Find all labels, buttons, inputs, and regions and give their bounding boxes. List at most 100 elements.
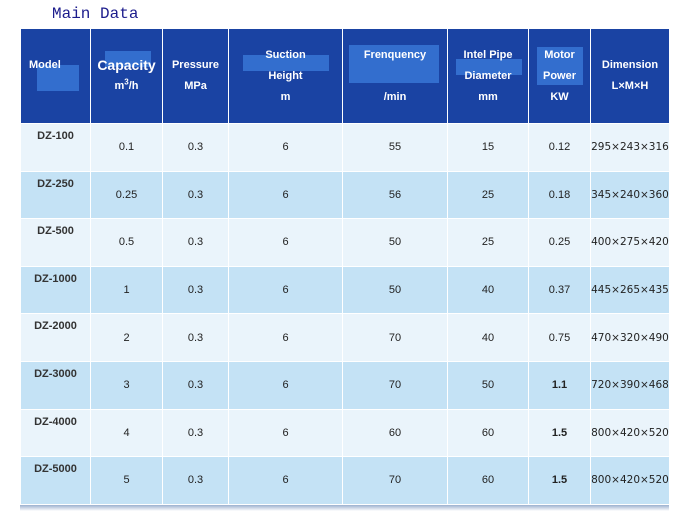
- cell-dimension: 720×390×468: [590, 360, 670, 410]
- header-pipe-unit: mm: [478, 90, 498, 103]
- cell-model: DZ-4000: [20, 408, 91, 458]
- cell-pressure: 0.3: [162, 265, 229, 315]
- cell-frequency: 60: [342, 408, 448, 458]
- header-height-label: Height: [268, 69, 303, 82]
- cell-capacity: 1: [90, 265, 163, 315]
- table-row: DZ-500 0.5 0.3 6 50 25 0.25 400×275×420: [20, 218, 670, 267]
- header-pipe-diameter: Intel Pipe Diameter mm: [447, 28, 529, 124]
- cell-suction: 6: [228, 313, 343, 362]
- cell-power: 0.37: [528, 265, 591, 315]
- cell-capacity: 3: [90, 360, 163, 410]
- cell-power: 1.5: [528, 456, 591, 505]
- cell-dimension: 800×420×520: [590, 456, 670, 505]
- table-row: DZ-250 0.25 0.3 6 56 25 0.18 345×240×360: [20, 170, 670, 220]
- cell-suction: 6: [228, 170, 343, 220]
- cell-pressure: 0.3: [162, 123, 229, 172]
- header-frequency: Frenquency /min: [342, 28, 448, 124]
- cell-power: 1.5: [528, 408, 591, 458]
- table-row: DZ-4000 4 0.3 6 60 60 1.5 800×420×520: [20, 408, 670, 458]
- header-power-label: Power: [542, 69, 576, 82]
- cell-frequency: 50: [342, 265, 448, 315]
- cell-dimension: 345×240×360: [590, 170, 670, 220]
- header-motor-power: Motor Power KW: [528, 28, 591, 124]
- cell-capacity: 0.1: [90, 123, 163, 172]
- cell-power: 0.12: [528, 123, 591, 172]
- page-title: Main Data: [52, 5, 139, 23]
- cell-model: DZ-1000: [20, 265, 91, 315]
- cell-capacity: 4: [90, 408, 163, 458]
- cell-dimension: 470×320×490: [590, 313, 670, 362]
- table-row: DZ-3000 3 0.3 6 70 50 1.1 720×390×468: [20, 360, 670, 410]
- cell-frequency: 55: [342, 123, 448, 172]
- cell-model: DZ-100: [20, 123, 91, 172]
- cell-suction: 6: [228, 360, 343, 410]
- header-motor-unit: KW: [550, 90, 569, 103]
- header-pressure: Pressure MPa: [162, 28, 229, 124]
- cell-capacity: 0.5: [90, 218, 163, 267]
- cell-frequency: 70: [342, 456, 448, 505]
- cell-diameter: 15: [447, 123, 529, 172]
- cell-suction: 6: [228, 408, 343, 458]
- header-suction-height: Suction Height m: [228, 28, 343, 124]
- cell-dimension: 400×275×420: [590, 218, 670, 267]
- table-row: DZ-1000 1 0.3 6 50 40 0.37 445×265×435: [20, 265, 670, 315]
- cell-capacity: 0.25: [90, 170, 163, 220]
- cell-suction: 6: [228, 265, 343, 315]
- cell-model: DZ-250: [20, 170, 91, 220]
- cell-pressure: 0.3: [162, 456, 229, 505]
- cell-pressure: 0.3: [162, 408, 229, 458]
- header-pressure-label: Pressure: [171, 59, 220, 71]
- cell-capacity: 5: [90, 456, 163, 505]
- header-dimension-unit: L×M×H: [611, 80, 649, 92]
- table-row: DZ-5000 5 0.3 6 70 60 1.5 800×420×520: [20, 456, 670, 505]
- header-model-label: Model: [29, 59, 61, 71]
- cell-model: DZ-500: [20, 218, 91, 267]
- cell-suction: 6: [228, 456, 343, 505]
- cell-dimension: 295×243×316: [590, 123, 670, 172]
- header-row: Model Capacity m3/h Pressure MPa Suction…: [20, 28, 670, 124]
- header-motor-label: Motor: [544, 48, 575, 61]
- cell-power: 0.25: [528, 218, 591, 267]
- header-frequency-label: Frenquency: [363, 48, 427, 61]
- table-bottom-shadow: [20, 505, 669, 511]
- cell-model: DZ-3000: [20, 360, 91, 410]
- cell-capacity: 2: [90, 313, 163, 362]
- header-capacity-label: Capacity: [97, 57, 156, 73]
- cell-diameter: 60: [447, 456, 529, 505]
- header-pipe-label: Intel Pipe: [463, 48, 513, 61]
- table-row: DZ-100 0.1 0.3 6 55 15 0.12 295×243×316: [20, 123, 670, 172]
- header-capacity: Capacity m3/h: [90, 28, 163, 124]
- specification-table: Model Capacity m3/h Pressure MPa Suction…: [20, 28, 670, 505]
- cell-pressure: 0.3: [162, 170, 229, 220]
- cell-diameter: 25: [447, 218, 529, 267]
- cell-frequency: 56: [342, 170, 448, 220]
- cell-frequency: 50: [342, 218, 448, 267]
- cell-pressure: 0.3: [162, 360, 229, 410]
- header-diameter-label: Diameter: [464, 69, 512, 82]
- cell-frequency: 70: [342, 360, 448, 410]
- cell-power: 0.75: [528, 313, 591, 362]
- cell-model: DZ-5000: [20, 456, 91, 505]
- cell-pressure: 0.3: [162, 218, 229, 267]
- cell-diameter: 50: [447, 360, 529, 410]
- header-model: Model: [20, 28, 91, 124]
- cell-suction: 6: [228, 218, 343, 267]
- cell-model: DZ-2000: [20, 313, 91, 362]
- cell-power: 1.1: [528, 360, 591, 410]
- cell-diameter: 25: [447, 170, 529, 220]
- header-dimension: Dimension L×M×H: [590, 28, 670, 124]
- cell-frequency: 70: [342, 313, 448, 362]
- cell-dimension: 445×265×435: [590, 265, 670, 315]
- table-row: DZ-2000 2 0.3 6 70 40 0.75 470×320×490: [20, 313, 670, 362]
- cell-diameter: 40: [447, 313, 529, 362]
- cell-power: 0.18: [528, 170, 591, 220]
- cell-pressure: 0.3: [162, 313, 229, 362]
- header-pressure-unit: MPa: [184, 80, 207, 92]
- header-capacity-unit: m3/h: [114, 77, 139, 92]
- cell-dimension: 800×420×520: [590, 408, 670, 458]
- header-suction-unit: m: [280, 90, 291, 103]
- header-dimension-label: Dimension: [601, 59, 659, 71]
- cell-suction: 6: [228, 123, 343, 172]
- cell-diameter: 60: [447, 408, 529, 458]
- header-suction-label: Suction: [265, 48, 306, 61]
